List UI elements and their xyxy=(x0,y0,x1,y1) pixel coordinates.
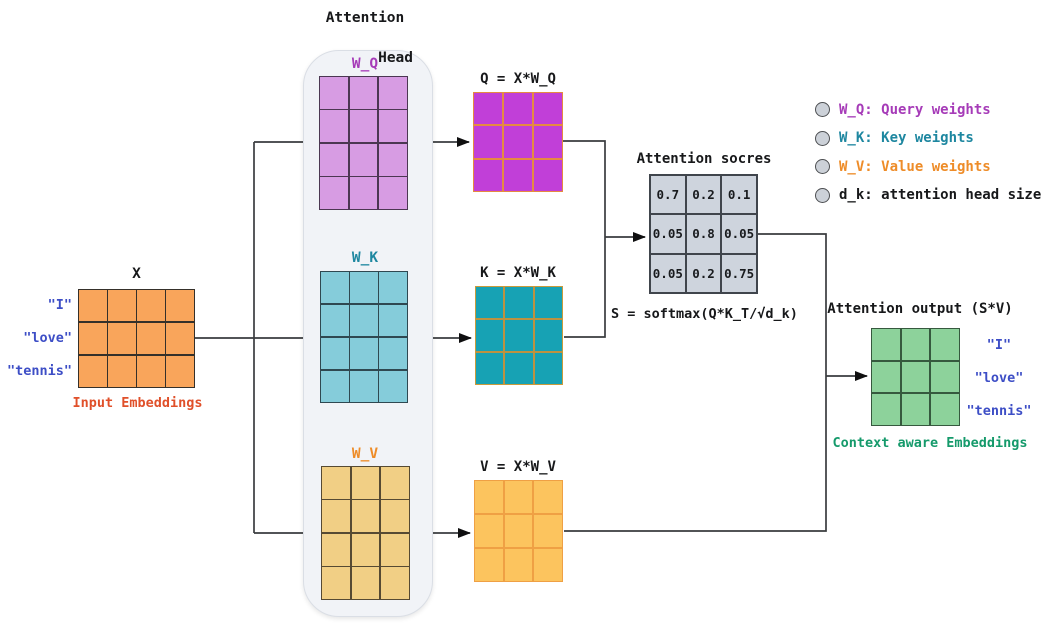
attention-head-title-line1: Attention xyxy=(325,10,405,26)
q-matrix-title: Q = X*W_Q xyxy=(480,71,556,87)
legend-label-wk: W_K: Key weights xyxy=(839,130,974,146)
wq-weight-matrix xyxy=(319,76,408,210)
output-token-love: "love" xyxy=(974,370,1024,386)
score-cell: 0.7 xyxy=(651,176,685,214)
legend-label-dk: d_k: attention head size xyxy=(839,187,1042,203)
legend: W_Q: Query weights W_K: Key weights W_V:… xyxy=(815,99,1041,213)
score-cell: 0.2 xyxy=(686,254,721,292)
k-projection-matrix xyxy=(475,286,563,385)
score-cell: 0.8 xyxy=(686,215,721,253)
input-embeddings-matrix xyxy=(78,289,195,388)
output-token-tennis: "tennis" xyxy=(966,403,1032,419)
output-title: Attention output (S*V) xyxy=(827,301,1013,317)
score-cell: 0.05 xyxy=(722,215,756,253)
legend-item-wq: W_Q: Query weights xyxy=(815,99,1041,120)
wire-scores-v-merge xyxy=(564,233,827,532)
wire-qk-merge xyxy=(563,140,606,338)
circle-icon xyxy=(815,130,830,146)
wv-label: W_V xyxy=(351,446,379,462)
attention-output-matrix xyxy=(871,328,960,426)
legend-item-wk: W_K: Key weights xyxy=(815,128,1041,149)
attention-head-title-line2: Head xyxy=(378,50,414,66)
score-cell: 0.75 xyxy=(722,254,756,292)
score-cell: 0.05 xyxy=(651,254,685,292)
attention-scores-matrix: 0.7 0.2 0.1 0.05 0.8 0.05 0.05 0.2 0.75 xyxy=(649,174,758,294)
legend-label-wv: W_V: Value weights xyxy=(839,158,991,175)
input-token-love: "love" xyxy=(23,330,72,346)
attention-head-title: Attention Head xyxy=(305,8,425,68)
output-caption: Context aware Embeddings xyxy=(832,435,1028,451)
v-projection-matrix xyxy=(474,480,563,582)
scores-title: Attention socres xyxy=(636,151,772,167)
wk-label: W_K xyxy=(351,250,379,266)
input-matrix-title: X xyxy=(132,266,141,282)
wq-label: W_Q xyxy=(351,56,379,72)
wv-weight-matrix xyxy=(321,466,410,600)
circle-icon xyxy=(815,102,830,117)
circle-icon xyxy=(815,187,830,203)
output-token-i: "I" xyxy=(986,337,1012,353)
legend-item-wv: W_V: Value weights xyxy=(815,156,1041,177)
score-cell: 0.2 xyxy=(686,176,721,214)
input-caption: Input Embeddings xyxy=(72,395,203,411)
v-matrix-title: V = X*W_V xyxy=(480,459,556,475)
input-token-i: "I" xyxy=(47,297,72,313)
legend-item-dk: d_k: attention head size xyxy=(815,185,1041,206)
q-projection-matrix xyxy=(473,92,563,192)
circle-icon xyxy=(815,159,830,174)
softmax-formula: S = softmax(Q*K_T/√d_k) xyxy=(611,306,798,322)
k-matrix-title: K = X*W_K xyxy=(480,265,556,281)
input-token-tennis: "tennis" xyxy=(6,363,72,379)
score-cell: 0.1 xyxy=(722,176,756,214)
legend-label-wq: W_Q: Query weights xyxy=(839,101,991,118)
score-cell: 0.05 xyxy=(651,215,685,253)
wk-weight-matrix xyxy=(320,271,408,403)
